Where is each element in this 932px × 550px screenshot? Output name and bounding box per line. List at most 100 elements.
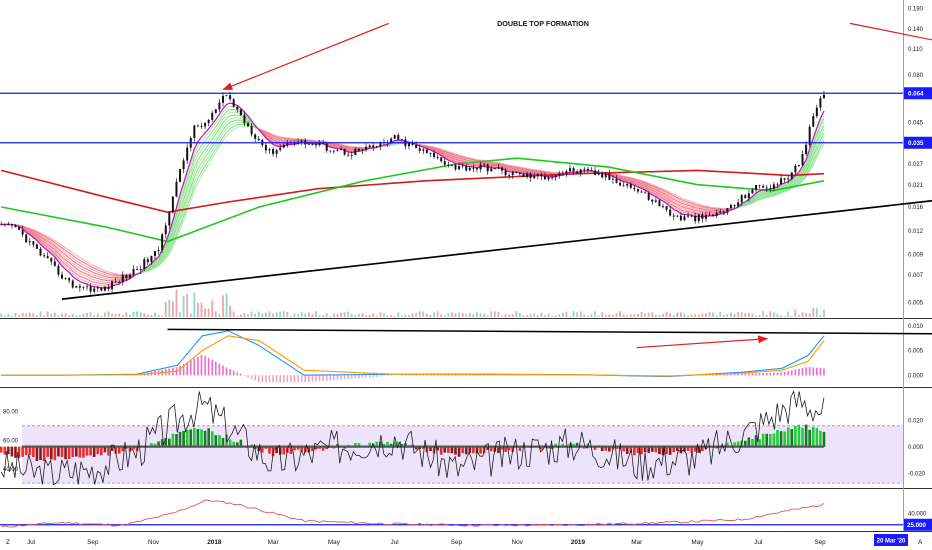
macd-histogram-bar [812,367,815,376]
support-trendline[interactable] [61,191,932,300]
price-bar-body [332,150,335,152]
volume-bar [93,315,96,317]
ema-ribbon-segment [512,166,517,169]
ema-ribbon-segment [154,257,159,262]
ema-ribbon-segment [233,119,238,122]
oscillator-bar [14,446,17,458]
ema-ribbon-segment [54,252,59,258]
ema-ribbon-segment [677,207,682,211]
ema-ribbon-segment [648,187,653,191]
ema-ribbon-segment [648,182,653,186]
ema-ribbon-segment [623,176,628,178]
ema-ribbon-segment [777,184,782,189]
macd-histogram-bar [758,373,761,376]
ema-ribbon-segment [83,277,88,280]
ema-ribbon-segment [154,259,159,263]
rsi-left-tick-label: 80.00 [3,410,19,416]
ema-ribbon-segment [179,191,185,203]
oscillator-bar [321,446,325,451]
ema-ribbon-segment [193,159,199,168]
macd-line[interactable] [1,330,825,378]
ema-ribbon-segment [448,151,453,154]
ema-ribbon-segment [29,229,34,232]
ema-ribbon-segment [179,199,185,211]
ema-ribbon-segment [197,145,202,152]
price-bar-body [626,183,629,186]
price-pane[interactable]: 0.1800.1400.1100.0800.0450.0270.0210.016… [0,7,932,317]
ema-ribbon-segment [348,150,352,153]
oscillator-bar [239,439,243,447]
ema-ribbon-segment [652,192,657,195]
volume-bar [823,309,825,317]
ema-ribbon-segment [462,158,467,161]
ema-ribbon-segment [634,178,639,181]
price-bar-body [211,112,214,120]
oscillator-bar [200,429,203,447]
volume-bar [200,302,203,317]
ema-ribbon-segment [680,206,685,209]
volume-bar [143,313,146,317]
adx-level-tag [904,518,932,531]
ema-ribbon-segment [226,125,231,130]
ema-ribbon-segment [97,269,102,272]
moving-average-red[interactable] [1,169,825,214]
price-bar-body [250,126,253,135]
annotation-arrow[interactable] [849,22,932,89]
ema-ribbon-segment [222,118,227,124]
ema-ribbon-segment [695,202,699,205]
ema-ribbon-segment [648,186,653,190]
price-bar-body [293,143,296,145]
ema-ribbon-segment [229,123,234,126]
volume-bar [197,302,199,317]
volume-bar [451,312,453,317]
volume-bar [164,302,167,317]
ema-ribbon-segment [33,229,38,232]
macd-resistance-line[interactable] [167,328,932,335]
oscillator-bar [386,441,389,447]
oscillator-bar [278,446,282,455]
ema-ribbon-segment [90,280,95,283]
time-axis[interactable]: Jul Sep Nov 2018 Mar May Jul Sep Nov 2019 Mar May Ju… [0,532,932,550]
macd-annotation-arrow[interactable] [636,335,769,349]
price-bar-body [515,172,518,173]
volume-bar [476,312,478,317]
ema-ribbon-segment [691,208,696,212]
macd-signal-line[interactable] [1,335,825,377]
rsi-line[interactable] [0,390,825,486]
ema-ribbon-segment [630,179,635,183]
macd-histogram-bar [765,372,768,376]
ema-ribbon-segment [451,156,456,159]
ema-ribbon-segment [197,175,202,184]
macd-histogram-bar [308,375,310,382]
price-bar-body [737,202,740,207]
price-bar-body [400,139,403,141]
ema-ribbon-segment [204,152,210,158]
ema-ribbon-segment [104,272,109,275]
oscillator-bar [804,424,808,447]
ema-ribbon-segment [755,199,760,202]
ema-ribbon-segment [777,190,782,194]
ema-ribbon-segment [630,182,635,186]
volume-bar [193,292,196,317]
ema-ribbon-segment [787,184,793,188]
ema-ribbon-segment [36,239,41,244]
ema-ribbon-segment [662,199,667,203]
volume-bar [179,312,181,317]
price-bar-body [100,287,103,291]
volume-bar [654,314,657,317]
annotation-arrow[interactable] [222,22,389,91]
ema-ribbon-segment [519,169,524,172]
ema-ribbon-segment [348,145,352,148]
ema-ribbon-segment [90,273,95,276]
ema-ribbon-segment [505,163,510,166]
price-bar-body [547,177,550,180]
price-bar-body [329,150,332,152]
macd-histogram-bar [282,375,285,383]
adx-line[interactable] [1,499,825,528]
ema-ribbon-segment [466,156,470,159]
oscillator-bar [67,446,71,459]
volume-bar [411,313,414,317]
